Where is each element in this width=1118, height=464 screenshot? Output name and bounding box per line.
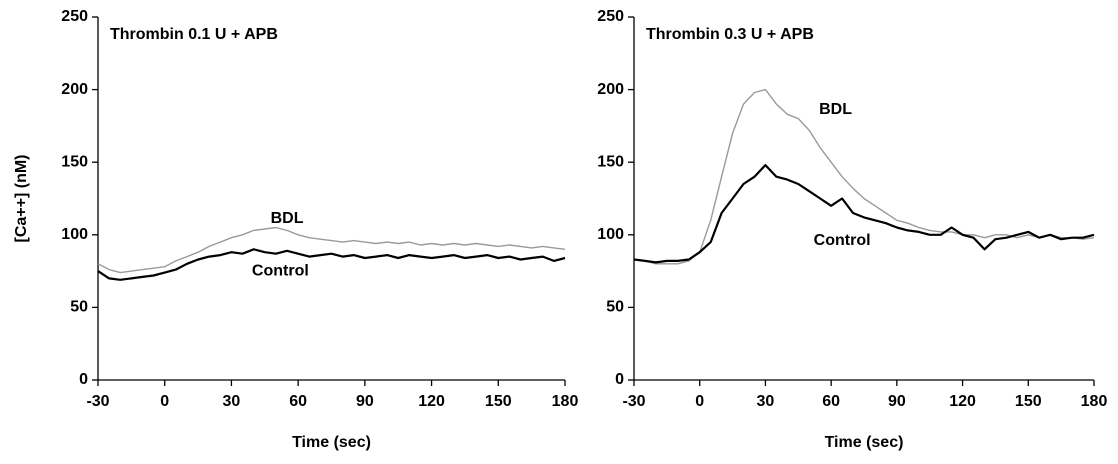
x-tick-label: 30 <box>223 393 241 410</box>
y-tick-label: 250 <box>597 8 624 25</box>
series-line <box>97 226 566 274</box>
series-label: BDL <box>271 210 304 227</box>
series-label: Control <box>252 262 309 279</box>
x-tick-label: 0 <box>695 393 704 410</box>
x-tick-label: 90 <box>356 393 374 410</box>
series-label: BDL <box>819 101 852 118</box>
series-line <box>97 248 566 281</box>
x-tick-label: 150 <box>485 393 512 410</box>
y-tick-label: 100 <box>61 226 88 243</box>
x-tick-label: 180 <box>1081 393 1108 410</box>
y-tick-label: 50 <box>606 299 624 316</box>
y-tick-label: 100 <box>597 226 624 243</box>
y-tick-label: 150 <box>597 153 624 170</box>
x-tick-label: 90 <box>888 393 906 410</box>
x-tick-label: 60 <box>289 393 307 410</box>
x-tick-label: 120 <box>418 393 445 410</box>
series-line <box>633 164 1095 264</box>
y-tick-label: 50 <box>70 299 88 316</box>
chart-title: Thrombin 0.3 U + APB <box>646 26 814 43</box>
x-axis-label: Time (sec) <box>825 434 904 451</box>
x-tick-label: -30 <box>622 393 645 410</box>
y-axis-label: [Ca++] (nM) <box>13 155 30 243</box>
y-tick-label: 200 <box>597 81 624 98</box>
chart-title: Thrombin 0.1 U + APB <box>110 26 278 43</box>
y-tick-label: 0 <box>79 371 88 388</box>
y-tick-label: 0 <box>615 371 624 388</box>
y-tick-label: 150 <box>61 153 88 170</box>
series-label: Control <box>814 232 871 249</box>
x-tick-label: 30 <box>757 393 775 410</box>
x-tick-label: 120 <box>949 393 976 410</box>
y-tick-label: 200 <box>61 81 88 98</box>
x-axis-label: Time (sec) <box>292 434 371 451</box>
x-tick-label: -30 <box>86 393 109 410</box>
series-line <box>633 88 1095 265</box>
x-tick-label: 150 <box>1015 393 1042 410</box>
x-tick-label: 60 <box>822 393 840 410</box>
y-tick-label: 250 <box>61 8 88 25</box>
x-tick-label: 180 <box>552 393 579 410</box>
x-tick-label: 0 <box>160 393 169 410</box>
